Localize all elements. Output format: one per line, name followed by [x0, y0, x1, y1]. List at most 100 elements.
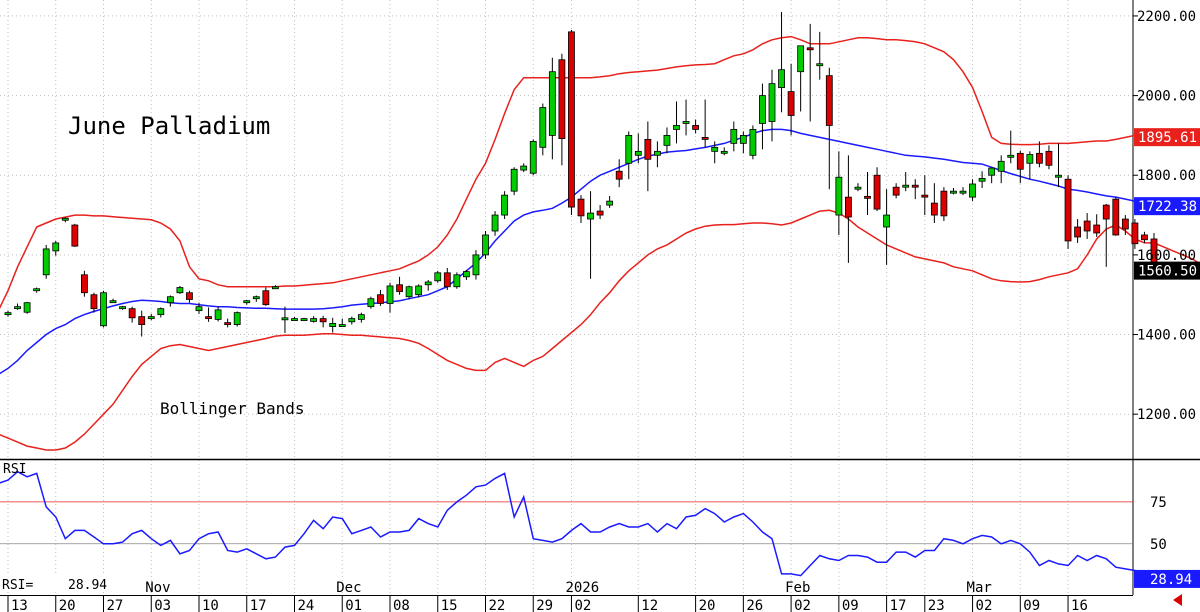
candle-up — [405, 286, 413, 298]
candle-up — [749, 129, 757, 156]
candle-down — [787, 91, 795, 116]
candle-up — [1007, 154, 1015, 158]
candle-up — [310, 318, 318, 322]
candle-up — [778, 69, 785, 89]
candle-down — [644, 138, 652, 160]
candle-up — [147, 316, 155, 320]
price-badge — [1134, 261, 1200, 280]
candle-up — [883, 214, 890, 228]
candle-up — [711, 146, 719, 152]
time-axis: 13 20 27 03 10 17 24 01 08 15 22 29 02 12 20 26 02 09 17 23… — [7, 580, 1088, 612]
candle-up — [1055, 174, 1062, 178]
time-tick-label: 27 — [107, 598, 124, 612]
candle-up — [367, 298, 375, 308]
candle-up — [606, 200, 614, 206]
time-tick-label: 13 — [11, 598, 28, 612]
candle-up — [634, 150, 642, 156]
rsi-readout-label: RSI= — [2, 578, 33, 593]
price-tick-label: 1400.00 — [1137, 328, 1196, 344]
time-tick-label: 01 — [345, 598, 362, 612]
candlesticks — [4, 11, 1167, 337]
candle-up — [482, 234, 489, 256]
candle-down — [845, 196, 852, 218]
period-label: Mar — [967, 580, 992, 596]
candle-down — [825, 75, 833, 126]
candle-up — [14, 306, 21, 310]
candle-down — [873, 174, 881, 210]
candle-up — [4, 312, 12, 316]
price-tick-label: 1800.00 — [1137, 168, 1196, 184]
candle-up — [1026, 154, 1034, 164]
candle-up — [835, 176, 843, 216]
time-tick-label: 15 — [441, 598, 458, 612]
rsi-tick-label: 50 — [1150, 537, 1167, 553]
candle-up — [424, 281, 432, 286]
candle-down — [71, 224, 79, 247]
candle-up — [462, 271, 470, 278]
candle-up — [348, 318, 356, 323]
candle-up — [33, 288, 41, 292]
candle-up — [329, 322, 337, 327]
candle-up — [988, 167, 996, 176]
price-tick-label: 2000.00 — [1137, 89, 1196, 105]
candle-down — [930, 202, 938, 216]
candle-down — [911, 184, 919, 188]
candle-up — [338, 324, 346, 327]
price-badge-label: 1895.61 — [1138, 130, 1197, 146]
time-tick-label: 17 — [250, 598, 267, 612]
candle-up — [61, 217, 69, 221]
candle-down — [1121, 218, 1129, 230]
time-tick-label: 10 — [202, 598, 219, 612]
candle-down — [138, 316, 146, 325]
candle-up — [529, 140, 537, 174]
candle-up — [510, 168, 518, 192]
candle-up — [491, 214, 499, 232]
candle-down — [921, 194, 929, 198]
price-badge-label: 1722.38 — [1138, 199, 1197, 215]
candle-up — [501, 194, 509, 216]
candle-up — [902, 184, 910, 188]
candle-up — [730, 129, 738, 144]
candle-down — [396, 284, 403, 292]
bollinger-bands — [0, 35, 1200, 451]
scroll-left-arrow-icon[interactable] — [1173, 594, 1182, 606]
candle-up — [252, 296, 260, 300]
price-tick-label: 1600.00 — [1137, 248, 1196, 264]
candle-up — [673, 125, 680, 130]
candle-up — [415, 285, 423, 296]
candle-up — [520, 165, 528, 171]
candle-up — [271, 286, 279, 290]
candle-down — [224, 322, 232, 325]
candle-down — [701, 136, 709, 140]
candle-down — [806, 47, 814, 51]
price-axis: 2200.00 2000.00 1800.00 1600.00 1400.00 1200.… — [1133, 9, 1200, 423]
candle-up — [797, 45, 805, 73]
candle-down — [1016, 152, 1024, 170]
candle-down — [186, 292, 193, 300]
candle-up — [281, 317, 289, 321]
candle-down — [596, 210, 604, 216]
time-tick-label: 08 — [393, 598, 410, 612]
time-tick-label: 20 — [59, 598, 76, 612]
candle-up — [816, 63, 824, 67]
candle-down — [692, 125, 699, 130]
price-badge — [1134, 197, 1200, 216]
time-tick-label: 29 — [536, 598, 553, 612]
candle-down — [1131, 222, 1139, 245]
candle-up — [109, 300, 117, 304]
candle-down — [940, 190, 948, 217]
candle-up — [233, 312, 241, 325]
candle-up — [472, 254, 480, 276]
candle-up — [243, 300, 251, 304]
rsi-readout-bg — [0, 576, 112, 592]
candle-up — [854, 186, 862, 190]
time-tick-label: 17 — [890, 598, 907, 612]
candle-up — [587, 212, 594, 220]
candle-up — [959, 190, 967, 194]
candle-up — [969, 183, 976, 198]
candle-up — [42, 248, 50, 276]
candle-up — [759, 95, 766, 124]
candle-down — [262, 290, 270, 306]
candle-up — [300, 318, 308, 322]
